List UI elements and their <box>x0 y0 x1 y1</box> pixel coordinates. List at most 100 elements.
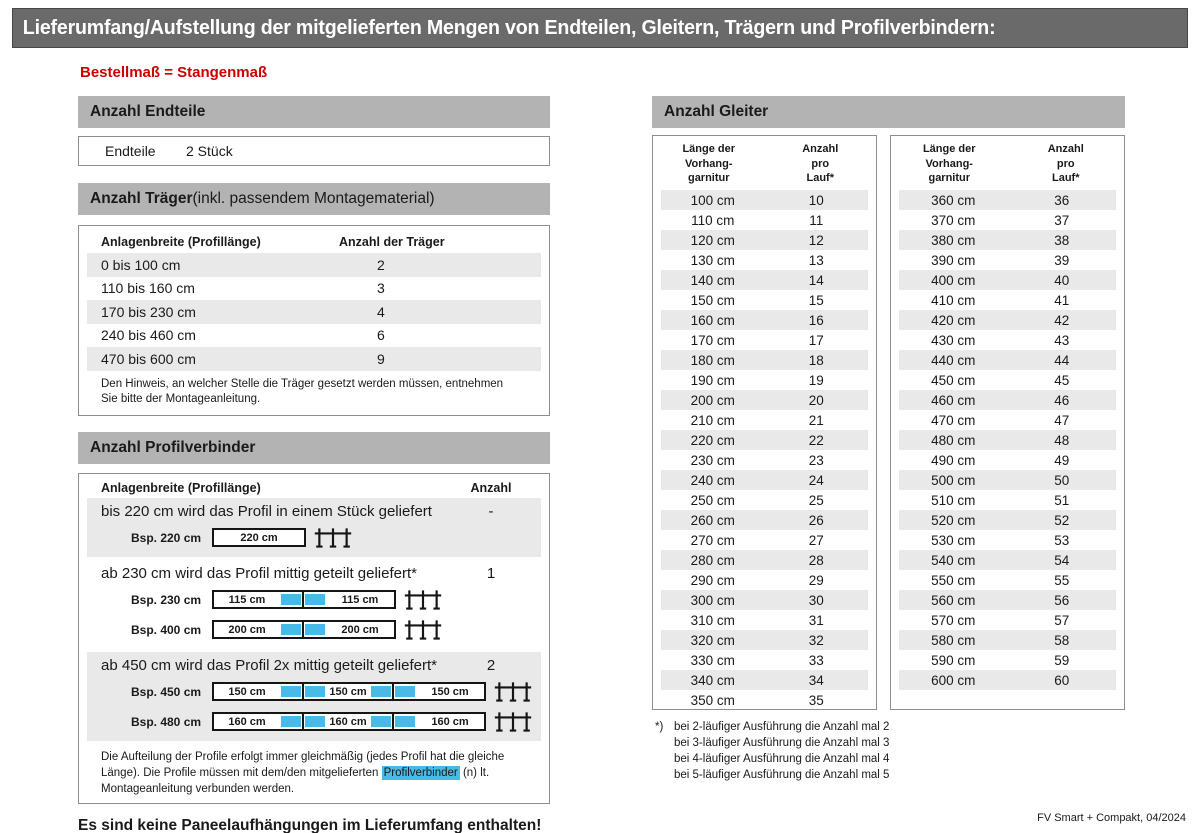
table-row: 170 bis 230 cm 4 <box>87 300 541 324</box>
section-title-suffix: (inkl. passendem Montagematerial) <box>192 190 435 207</box>
row-cell: 42 <box>1054 312 1070 328</box>
row-cell: 0 bis 100 cm <box>101 256 181 273</box>
row-cell: 410 cm <box>931 292 976 308</box>
row-cell: 9 <box>377 350 385 367</box>
row-cell: 180 cm <box>690 352 735 368</box>
profilverbinder-connector-icon <box>281 594 301 606</box>
row-cell: 49 <box>1054 452 1070 468</box>
row-cell: 380 cm <box>931 232 976 248</box>
table-row: 140 cm 14 <box>661 270 868 290</box>
profile-segment: 150 cm <box>304 684 394 700</box>
table-row: 580 cm 58 <box>899 630 1116 650</box>
segment-length-label: 200 cm <box>341 623 379 636</box>
row-cell: 250 cm <box>690 492 735 508</box>
row-cell: 330 cm <box>690 652 735 668</box>
row-cell: 59 <box>1054 652 1070 668</box>
order-measure-note: Bestellmaß = Stangenmaß <box>80 64 268 81</box>
column-header: Anzahl <box>470 480 512 495</box>
table-row: 560 cm 56 <box>899 590 1116 610</box>
table-row: 440 cm 44 <box>899 350 1116 370</box>
rail-cross-section-icon <box>494 682 532 703</box>
profile-segment: 200 cm <box>304 622 394 637</box>
left-column: Anzahl Endteile Endteile 2 Stück Anzahl … <box>78 96 550 833</box>
traeger-table: Anlagenbreite (Profillänge) Anzahl der T… <box>78 225 550 416</box>
table-row: 200 cm 20 <box>661 390 868 410</box>
example-label: Bsp. 400 cm <box>131 622 202 637</box>
example-label: Bsp. 230 cm <box>131 592 202 607</box>
table-row: 290 cm 29 <box>661 570 868 590</box>
row-cell: 52 <box>1054 512 1070 528</box>
document-version: FV Smart + Compakt, 04/2024 <box>1037 812 1186 824</box>
table-row: 470 cm 47 <box>899 410 1116 430</box>
row-cell: 33 <box>808 652 824 668</box>
table-row: 110 cm 11 <box>661 210 868 230</box>
highlighted-term: Profilverbinder <box>381 765 460 780</box>
traeger-note: Den Hinweis, an welcher Stelle die Träge… <box>101 377 504 405</box>
table-row: 180 cm 18 <box>661 350 868 370</box>
profilverbinder-table-header: Anlagenbreite (Profillänge) Anzahl <box>87 478 541 498</box>
profile-example-row: Bsp. 480 cm 160 cm 160 cm 160 cm <box>87 710 541 734</box>
row-cell: 4 <box>377 303 385 320</box>
table-row: 110 bis 160 cm 3 <box>87 277 541 301</box>
profile-rule-text: bis 220 cm wird das Profil in einem Stüc… <box>101 502 432 520</box>
row-cell: 490 cm <box>931 452 976 468</box>
footnote-line: bei 3-läufiger Ausführung die Anzahl mal… <box>674 737 890 750</box>
row-cell: 19 <box>808 372 824 388</box>
row-cell: 230 cm <box>690 452 735 468</box>
profile-segment: 220 cm <box>214 530 304 545</box>
row-cell: 16 <box>808 312 824 328</box>
segment-length-label: 115 cm <box>341 593 379 606</box>
example-label: Bsp. 450 cm <box>131 684 202 699</box>
row-cell: 3 <box>377 280 385 297</box>
table-row: 220 cm 22 <box>661 430 868 450</box>
segment-length-label: 150 cm <box>329 685 367 698</box>
table-row: 330 cm 33 <box>661 650 868 670</box>
gleiter-rows: 100 cm 10 110 cm 11 120 cm 12 130 cm 13 … <box>653 190 876 710</box>
profile-bar-diagram: 115 cm 115 cm <box>212 590 396 610</box>
row-cell: 550 cm <box>931 572 976 588</box>
row-cell: 240 cm <box>690 472 735 488</box>
section-header-gleiter: Anzahl Gleiter <box>652 96 1125 128</box>
profilverbinder-groups: bis 220 cm wird das Profil in einem Stüc… <box>87 497 541 741</box>
row-cell: 370 cm <box>931 212 976 228</box>
page-title: Lieferumfang/Aufstellung der mitgeliefer… <box>22 16 996 39</box>
table-row: 520 cm 52 <box>899 510 1116 530</box>
table-row: 510 cm 51 <box>899 490 1116 510</box>
row-cell: 310 cm <box>690 612 735 628</box>
profile-segment: 160 cm <box>214 714 304 730</box>
profile-segment: 200 cm <box>214 622 304 638</box>
profilverbinder-connector-icon <box>305 686 325 698</box>
row-cell: 320 cm <box>690 632 735 648</box>
column-header: Anzahl pro Lauf* <box>1047 143 1084 185</box>
profile-segment: 160 cm <box>304 714 394 730</box>
endteile-label: Endteile <box>105 143 156 159</box>
row-cell: 27 <box>808 532 824 548</box>
section-title: Anzahl Gleiter <box>664 103 769 120</box>
table-row: 400 cm 40 <box>899 270 1116 290</box>
profilverbinder-connector-icon <box>281 716 301 728</box>
endteile-table: Endteile 2 Stück <box>78 136 550 166</box>
footnote-line: bei 5-läufiger Ausführung die Anzahl mal… <box>674 769 890 782</box>
segment-length-label: 115 cm <box>228 593 266 606</box>
row-cell: 60 <box>1054 672 1070 688</box>
row-cell: 210 cm <box>690 412 735 428</box>
table-row: 370 cm 37 <box>899 210 1116 230</box>
row-cell: 240 bis 460 cm <box>101 327 196 344</box>
profilverbinder-note: Die Aufteilung der Profile erfolgt immer… <box>101 749 531 797</box>
profile-example-row: Bsp. 400 cm 200 cm 200 cm <box>87 618 541 642</box>
table-row: 550 cm 55 <box>899 570 1116 590</box>
profilverbinder-connector-icon <box>281 686 301 698</box>
profile-rule-row: ab 230 cm wird das Profil mittig geteilt… <box>87 565 541 582</box>
row-cell: 480 cm <box>931 432 976 448</box>
profile-bar-diagram: 150 cm 150 cm 150 cm <box>212 682 486 702</box>
row-cell: 50 <box>1054 472 1070 488</box>
table-row: 160 cm 16 <box>661 310 868 330</box>
table-row: 240 cm 24 <box>661 470 868 490</box>
row-cell: 10 <box>808 192 824 208</box>
profile-bar-diagram: 220 cm <box>212 528 306 548</box>
row-cell: 48 <box>1054 432 1070 448</box>
table-row: 590 cm 59 <box>899 650 1116 670</box>
table-row: 130 cm 13 <box>661 250 868 270</box>
table-row: 240 bis 460 cm 6 <box>87 324 541 348</box>
rail-cross-section-icon <box>404 620 442 641</box>
